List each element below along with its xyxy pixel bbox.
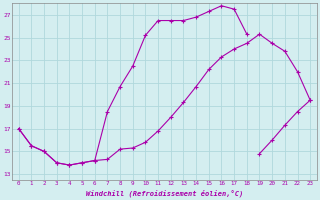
X-axis label: Windchill (Refroidissement éolien,°C): Windchill (Refroidissement éolien,°C) [86, 189, 243, 197]
